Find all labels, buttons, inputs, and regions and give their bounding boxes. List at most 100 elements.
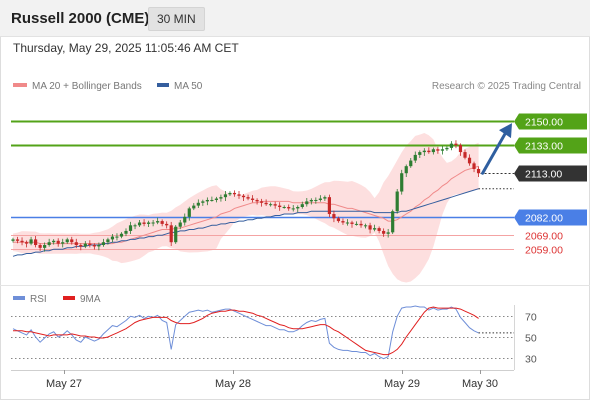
candle-body [43,245,47,248]
candle-body [413,154,417,161]
candle-body [269,204,273,206]
candle-body [278,205,282,208]
candle-body [373,228,377,230]
candle-body [354,223,359,225]
rsi-tick-label: 30 [525,354,537,366]
candle-body [56,240,60,244]
candle-body [219,197,223,199]
candle-body [29,239,33,244]
x-tick-label: May 29 [384,378,420,390]
candle-body [52,240,56,243]
candle-body [92,245,96,247]
level-tag [514,137,587,154]
candle-body [101,242,105,246]
ma20-swatch [13,83,27,88]
candle-body [246,197,250,199]
candle-body [47,242,51,246]
chart-header: Russell 2000 (CME) 30 MIN [0,0,590,37]
legend-rsi: RSI [13,294,47,305]
candle-body [241,195,246,198]
candle-body [106,239,110,243]
candle-body [192,205,196,209]
interval-selector[interactable]: 30 MIN [148,7,205,31]
candle-body [273,204,277,206]
candle-body [169,225,173,243]
candle-body [70,239,74,243]
candle-body [418,152,422,155]
candle-body [309,199,313,202]
candle-body [205,199,209,202]
candle-body [20,240,24,243]
candle-body [314,199,318,201]
candle-body [336,218,341,222]
candle-body [458,145,463,153]
candle-body [61,242,65,244]
candle-body [133,225,137,227]
candle-body [38,245,42,248]
copyright-notice: Research © 2025 Trading Central [431,81,581,92]
level-tag [514,113,587,130]
candle-body [350,222,354,224]
rsi-tick-label: 50 [525,333,537,345]
candle-body [445,147,449,150]
instrument-title: Russell 2000 (CME) [11,10,150,27]
candle-body [467,157,472,164]
candle-body [124,230,128,234]
candle-body [476,168,481,174]
candle-body [137,222,142,226]
candle-body [449,143,454,148]
level-label: 2113.00 [525,169,562,181]
candle-body [210,199,214,201]
rsi-ma-swatch [63,296,75,301]
candle-body [472,163,476,169]
candle-body [363,225,368,227]
candle-body [196,202,200,206]
candle-body [110,236,115,240]
candle-body [440,149,444,151]
candle-body [382,230,386,234]
level-label: 2059.00 [525,245,563,257]
candle-body [24,242,29,244]
level-label: 2133.00 [525,141,563,153]
candle-body [142,222,146,224]
candle-body [282,207,286,209]
candle-body [368,225,372,230]
candle-body [323,197,327,199]
candle-body [250,198,255,200]
candle-body [79,245,83,247]
candle-body [318,198,322,200]
candle-body [201,201,205,203]
candle-body [264,202,268,205]
candle-body [156,221,160,223]
candle-body [97,245,101,247]
candle-body [83,243,87,247]
candle-body [147,222,151,224]
candle-body [404,166,408,174]
legend-ma50: MA 50 [157,81,202,92]
candle-body [187,208,191,217]
candle-body [128,225,133,231]
candle-body [409,160,413,167]
candle-body [174,226,178,243]
level-label: 2069.00 [525,231,563,243]
candle-body [228,192,232,195]
candle-body [34,239,38,246]
candle-body [454,143,458,146]
level-label: 2150.00 [525,117,563,129]
candle-body [386,232,390,234]
candle-body [88,243,92,246]
timestamp: Thursday, May 29, 2025 11:05:46 AM CET [13,41,239,55]
rsi-line [12,305,479,360]
candle-body [400,173,404,192]
rsi-ma-line [13,306,479,356]
rsi-tick-label: 70 [525,312,537,324]
candle-body [232,192,237,195]
ma50-swatch [157,83,169,88]
candle-body [255,199,259,202]
candle-body [327,197,331,215]
bollinger-band [13,133,479,283]
legend-ma50-label: MA 50 [174,81,203,92]
candle-body [119,233,124,237]
candle-body [151,222,155,224]
